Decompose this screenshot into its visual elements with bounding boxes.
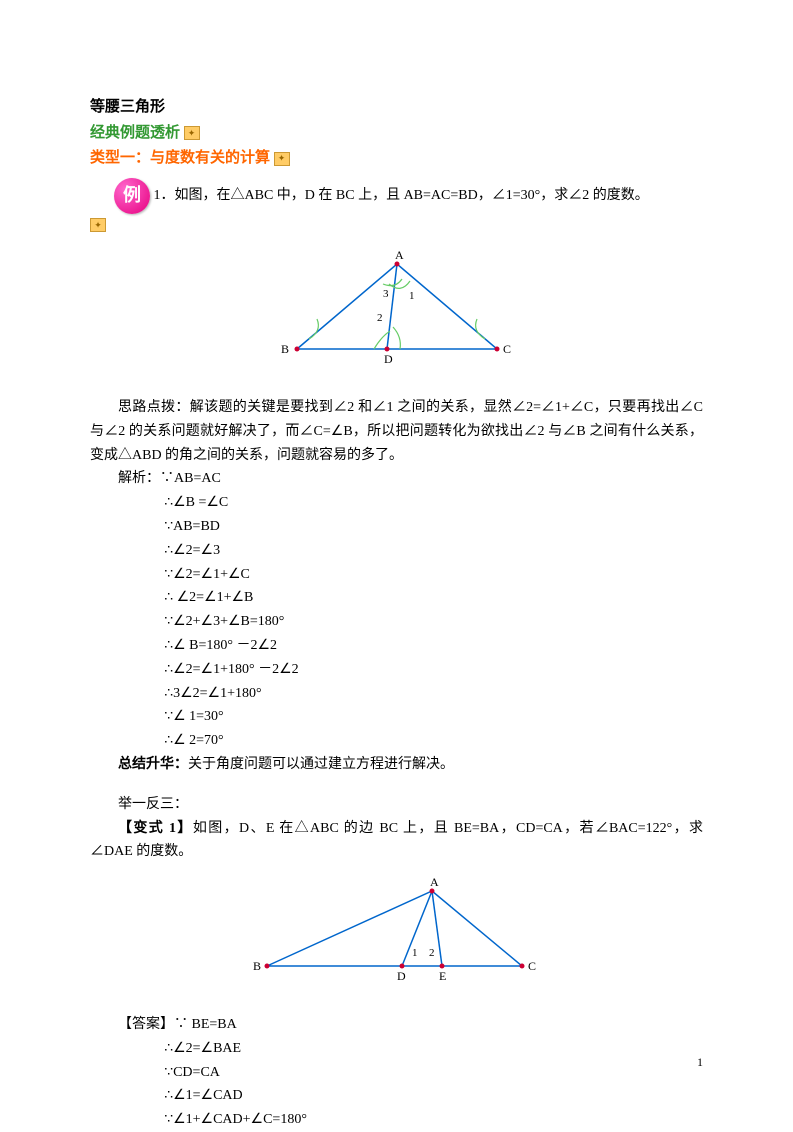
step-line: ∴∠B =∠C <box>164 491 703 515</box>
hint-label: 思路点拨： <box>118 400 190 415</box>
step-line: ∴3∠2=∠1+180° <box>164 682 703 706</box>
figure-1: A B C D 1 3 2 <box>90 249 703 378</box>
label-E2: E <box>439 969 446 983</box>
category-heading: 类型一：与度数有关的计算 <box>90 150 270 166</box>
ans-step-line: ∴∠1=∠CAD <box>164 1084 703 1108</box>
step-line: ∵∠2=∠1+∠C <box>164 563 703 587</box>
answer-label: 【答案】 <box>118 1017 174 1032</box>
hint-block: 思路点拨：解该题的关键是要找到∠2 和∠1 之间的关系，显然∠2=∠1+∠C，只… <box>90 396 703 467</box>
subtitle-row: 经典例题透析 ✦ <box>90 121 703 147</box>
page-title: 等腰三角形 <box>90 95 703 121</box>
subtitle: 经典例题透析 <box>90 125 180 141</box>
step-line: ∵AB=BD <box>164 515 703 539</box>
label-A: A <box>395 249 404 262</box>
step-line: ∵∠2+∠3+∠B=180° <box>164 610 703 634</box>
ans-step-line: ∵∠1+∠CAD+∠C=180° <box>164 1108 703 1132</box>
step-line: ∵∠ 1=30° <box>164 705 703 729</box>
step-line: ∴ ∠2=∠1+∠B <box>164 586 703 610</box>
label-D: D <box>384 352 393 366</box>
variant-label: 【变式 1】 <box>118 821 193 836</box>
label-A2: A <box>430 876 439 889</box>
example-badge: 例 <box>114 178 150 214</box>
label-a2: 2 <box>429 947 435 959</box>
step-0: ∵AB=AC <box>160 471 221 486</box>
icon-row: ✦ <box>90 214 703 238</box>
page-number: 1 <box>697 1052 703 1072</box>
variant-intro: 举一反三： <box>118 793 703 817</box>
label-C: C <box>503 342 511 356</box>
problem1-text: 1．如图，在△ABC 中，D 在 BC 上，且 AB=AC=BD，∠1=30°，… <box>154 188 649 203</box>
label-B: B <box>281 342 289 356</box>
label-D2: D <box>397 969 406 983</box>
example-row: 例 1．如图，在△ABC 中，D 在 BC 上，且 AB=AC=BD，∠1=30… <box>90 178 703 214</box>
label-2: 2 <box>377 312 383 324</box>
analysis-row: 解析：∵AB=AC <box>118 467 703 491</box>
label-3: 3 <box>383 288 389 300</box>
step-line: ∴∠2=∠3 <box>164 539 703 563</box>
ans-step-0: ∵ BE=BA <box>174 1017 237 1032</box>
figure-2: A B C D E 1 2 <box>90 876 703 995</box>
step-line: ∴∠ 2=70° <box>164 729 703 753</box>
answer-row: 【答案】∵ BE=BA <box>118 1013 703 1037</box>
label-B2: B <box>253 959 261 973</box>
summary-label: 总结升华： <box>118 757 188 772</box>
label-a1: 1 <box>412 947 418 959</box>
category-row: 类型一：与度数有关的计算 ✦ <box>90 146 703 172</box>
variant-text-block: 【变式 1】如图，D、E 在△ABC 的边 BC 上，且 BE=BA，CD=CA… <box>90 817 703 865</box>
label-1: 1 <box>409 290 415 302</box>
label-C2: C <box>528 959 536 973</box>
analysis-label: 解析： <box>118 471 160 486</box>
summary-row: 总结升华：关于角度问题可以通过建立方程进行解决。 <box>118 753 703 777</box>
ans-step-line: ∴∠2=∠BAE <box>164 1037 703 1061</box>
ans-step-line: ∵CD=CA <box>164 1061 703 1085</box>
step-line: ∴∠ B=180° －2∠2 <box>164 634 703 658</box>
step-line: ∴∠2=∠1+180° －2∠2 <box>164 658 703 682</box>
folder-icon: ✦ <box>90 218 106 232</box>
folder-icon: ✦ <box>274 152 290 166</box>
summary-text: 关于角度问题可以通过建立方程进行解决。 <box>188 757 454 772</box>
folder-icon: ✦ <box>184 126 200 140</box>
